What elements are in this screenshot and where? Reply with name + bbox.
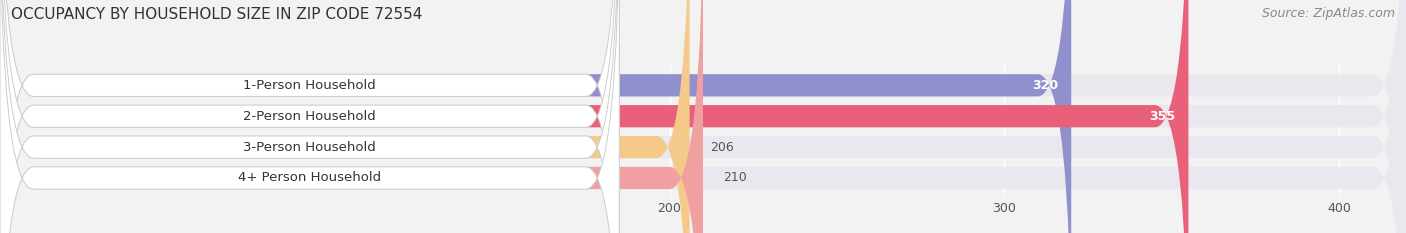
Text: 355: 355 [1149, 110, 1175, 123]
FancyBboxPatch shape [0, 0, 619, 233]
FancyBboxPatch shape [0, 0, 689, 233]
Text: 210: 210 [723, 171, 747, 185]
Text: 320: 320 [1032, 79, 1057, 92]
Text: 2-Person Household: 2-Person Household [243, 110, 375, 123]
Text: OCCUPANCY BY HOUSEHOLD SIZE IN ZIP CODE 72554: OCCUPANCY BY HOUSEHOLD SIZE IN ZIP CODE … [11, 7, 423, 22]
FancyBboxPatch shape [0, 0, 619, 233]
FancyBboxPatch shape [0, 0, 619, 233]
Text: Source: ZipAtlas.com: Source: ZipAtlas.com [1261, 7, 1395, 20]
FancyBboxPatch shape [0, 0, 1071, 233]
Text: 3-Person Household: 3-Person Household [243, 140, 375, 154]
FancyBboxPatch shape [0, 0, 1188, 233]
Text: 1-Person Household: 1-Person Household [243, 79, 375, 92]
FancyBboxPatch shape [0, 0, 619, 233]
FancyBboxPatch shape [0, 0, 703, 233]
Text: 4+ Person Household: 4+ Person Household [238, 171, 381, 185]
Text: 206: 206 [710, 140, 734, 154]
